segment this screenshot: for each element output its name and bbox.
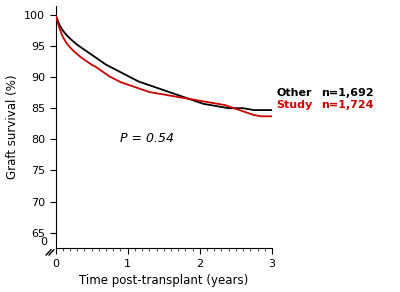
Y-axis label: Graft survival (%): Graft survival (%)	[6, 75, 18, 179]
X-axis label: Time post-transplant (years): Time post-transplant (years)	[79, 274, 248, 287]
Text: Other: Other	[276, 88, 312, 98]
Text: 0: 0	[40, 237, 47, 247]
Text: Study: Study	[276, 100, 312, 110]
Text: n=1,692: n=1,692	[321, 88, 374, 98]
Text: n=1,724: n=1,724	[321, 100, 374, 110]
Text: P = 0.54: P = 0.54	[120, 133, 174, 145]
